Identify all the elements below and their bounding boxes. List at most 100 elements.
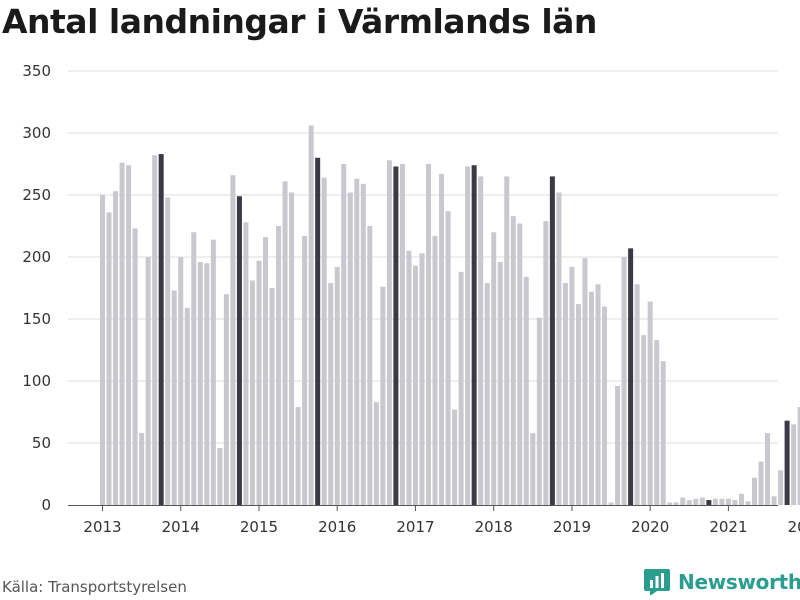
bar — [152, 155, 158, 505]
y-tick-label: 300 — [22, 124, 51, 142]
bar — [445, 211, 451, 505]
bar — [191, 232, 197, 505]
bar — [575, 304, 581, 505]
bar — [549, 176, 555, 505]
bar — [686, 500, 692, 505]
bar — [230, 175, 236, 505]
y-tick-label: 350 — [22, 62, 51, 80]
bar — [289, 192, 295, 505]
bar — [426, 164, 431, 505]
bar — [523, 276, 529, 505]
bar — [406, 250, 412, 505]
bar — [458, 271, 464, 505]
bar — [100, 195, 105, 505]
bar — [217, 447, 223, 505]
bar — [510, 216, 516, 505]
x-tick-label: 2017 — [396, 518, 434, 536]
bar — [399, 164, 405, 505]
newsworthy-logo-icon — [644, 569, 670, 595]
bar — [295, 407, 301, 505]
bar — [308, 125, 314, 505]
bar — [393, 166, 399, 506]
bar — [797, 407, 800, 505]
newsworthy-brand[interactable]: Newsworthy — [644, 569, 800, 595]
bar — [758, 461, 764, 505]
bar — [119, 162, 125, 505]
bar — [608, 502, 614, 505]
bar — [165, 197, 171, 506]
bar — [158, 154, 164, 505]
bar — [712, 498, 718, 505]
x-tick-label: 2015 — [240, 518, 278, 536]
bar — [582, 258, 588, 505]
bar — [386, 160, 392, 505]
x-tick-label: 2022 — [788, 518, 800, 536]
bar — [562, 283, 568, 505]
y-tick-label: 200 — [22, 248, 51, 266]
bar — [693, 498, 699, 505]
bar — [595, 284, 601, 505]
x-tick-label: 2013 — [83, 518, 121, 536]
x-tick-label: 2019 — [553, 518, 591, 536]
bar — [197, 261, 203, 505]
y-tick-label: 50 — [32, 434, 51, 452]
bar — [732, 500, 738, 505]
bar — [367, 226, 373, 505]
bar — [706, 500, 712, 505]
bar — [621, 257, 627, 505]
bar — [439, 173, 445, 506]
bar — [719, 498, 725, 505]
bar — [341, 164, 347, 505]
bar — [530, 433, 536, 505]
bar — [412, 265, 418, 505]
bar — [334, 266, 340, 505]
y-tick-label: 250 — [22, 186, 51, 204]
bar — [276, 226, 282, 505]
bar — [132, 228, 138, 506]
y-tick-label: 0 — [41, 496, 51, 514]
bar — [373, 402, 379, 505]
bar — [126, 165, 132, 506]
y-tick-label: 100 — [22, 372, 51, 390]
bar — [752, 477, 757, 505]
bar — [738, 493, 744, 505]
bar — [725, 498, 731, 505]
x-tick-label: 2018 — [475, 518, 513, 536]
y-tick-label: 150 — [22, 310, 51, 328]
bar — [171, 290, 177, 505]
bar — [484, 283, 490, 505]
bar — [210, 239, 216, 505]
bar — [465, 166, 471, 506]
bar — [263, 237, 268, 505]
bar — [380, 286, 386, 505]
bars — [100, 125, 800, 506]
bar — [699, 497, 705, 505]
x-tick-label: 2014 — [162, 518, 200, 536]
bar — [354, 178, 360, 505]
bar — [765, 433, 771, 505]
bar — [660, 361, 666, 505]
bar — [249, 280, 255, 505]
bar — [478, 176, 484, 505]
bar — [536, 317, 542, 505]
bar — [178, 257, 184, 505]
bar — [641, 335, 647, 505]
bar — [432, 235, 438, 506]
bar — [471, 165, 477, 506]
bar — [243, 222, 249, 505]
x-tick-label: 2021 — [709, 518, 747, 536]
bar — [778, 470, 784, 505]
bar — [145, 257, 151, 505]
bar — [791, 424, 797, 505]
bar — [589, 291, 594, 505]
bar — [634, 284, 640, 505]
bar — [647, 301, 653, 505]
bar — [236, 196, 242, 506]
x-tick-label: 2020 — [631, 518, 669, 536]
bar — [745, 501, 751, 505]
bar — [184, 307, 190, 505]
chart-title: Antal landningar i Värmlands län — [2, 2, 597, 41]
bar — [204, 263, 210, 505]
bar — [504, 176, 510, 505]
